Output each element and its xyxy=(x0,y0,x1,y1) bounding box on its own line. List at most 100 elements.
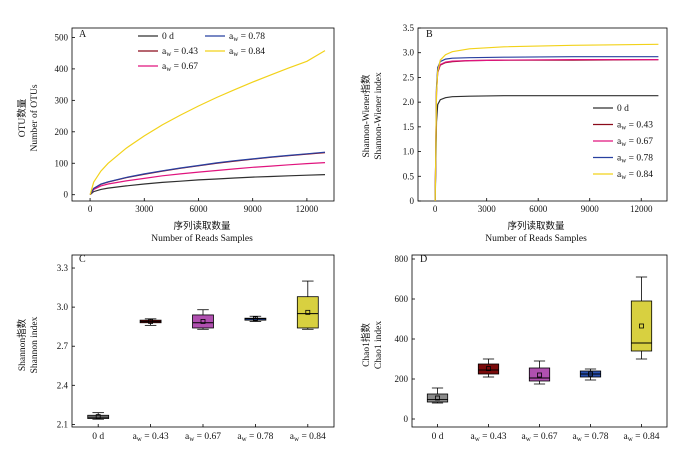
panel-c-category-label: aw = 0.67 xyxy=(185,432,221,443)
panel-b-series-line xyxy=(434,95,659,202)
panel-a-ytick-label: 500 xyxy=(55,32,69,42)
panel-b-ylabel-en: Shannon-Wiener index xyxy=(374,72,384,160)
panel-b-legend: 0 d aw = 0.43 aw = 0.67 aw = 0.78 aw = 0.84 xyxy=(593,104,653,181)
panel-a-ytick-label: 300 xyxy=(55,95,69,105)
panel-c-box xyxy=(192,314,214,329)
panel-b: B Shannon-Wiener指数 Shannon-Wiener index … xyxy=(360,23,668,244)
panel-d-category-label: aw = 0.43 xyxy=(470,432,506,443)
panel-b-xtick-label: 0 xyxy=(433,204,438,214)
panel-c-mean-marker xyxy=(148,319,154,324)
panel-a-legend-label: aw = 0.78 xyxy=(229,32,265,43)
panel-b-xtick-label: 3000 xyxy=(478,204,497,214)
panel-b-xtick-label: 9000 xyxy=(581,204,600,214)
panel-b-legend-label: aw = 0.67 xyxy=(617,137,653,148)
panel-c-ylabel-cn: Shannon指数 xyxy=(16,318,28,371)
panel-c-mean-marker xyxy=(252,316,258,322)
panel-c-ytick-label: 3.0 xyxy=(57,302,69,312)
panel-d-mean-marker xyxy=(588,371,593,377)
panel-a-series-line xyxy=(89,162,326,196)
panel-d-category-label: 0 d xyxy=(432,432,444,442)
panel-b-ytick-label: 1.5 xyxy=(403,122,415,132)
panel-a-frame xyxy=(71,27,335,202)
panel-c-category-label: aw = 0.43 xyxy=(133,432,169,443)
panel-d-box xyxy=(528,367,551,382)
panel-b-letter: B xyxy=(426,29,433,40)
panel-b-legend-label: aw = 0.43 xyxy=(617,121,653,132)
panel-c-frame xyxy=(71,254,335,428)
panel-a: A OTU数量 Number of OTUs 序列读取数量 Number of … xyxy=(16,27,335,244)
panel-d-ylabel-en: Chao1 index xyxy=(374,321,384,370)
panel-a-series-line xyxy=(89,151,326,195)
panel-d-ytick-label: 400 xyxy=(395,334,409,344)
panel-b-ylabel: Shannon-Wiener指数 Shannon-Wiener index xyxy=(360,72,384,160)
panel-b-legend-label: aw = 0.84 xyxy=(617,170,653,181)
panel-d-ylabel-cn: Chao1指数 xyxy=(360,323,372,367)
panel-a-legend: 0 d aw = 0.43 aw = 0.67 aw = 0.78 aw = 0.84 xyxy=(138,32,265,73)
panel-c-box xyxy=(296,296,319,329)
panel-d-box xyxy=(630,300,653,352)
panel-d-mean-marker xyxy=(537,372,542,378)
panel-a-ytick-label: 400 xyxy=(55,64,69,74)
panel-b-ytick-label: 1.0 xyxy=(403,147,415,157)
panel-a-ytick-label: 0 xyxy=(64,190,69,200)
panel-c-ytick-label: 3.3 xyxy=(57,263,69,273)
panel-a-series-line xyxy=(89,50,326,195)
panel-a-xtick-label: 12000 xyxy=(296,204,319,214)
panel-c: C Shannon指数 Shannon index 2.1 2.4 2.7 3.0 3.… xyxy=(16,254,335,443)
panel-d-letter: D xyxy=(420,254,427,265)
panel-d-category-label: aw = 0.84 xyxy=(623,432,659,443)
panel-d-mean-marker xyxy=(435,395,440,401)
panel-c-category-label: 0 d xyxy=(92,432,104,442)
panel-c-ytick-label: 2.1 xyxy=(57,419,68,429)
panel-a-series-line xyxy=(89,152,326,195)
panel-b-xlabel-cn: 序列读取数量 xyxy=(507,220,565,232)
panel-b-ylabel-cn: Shannon-Wiener指数 xyxy=(360,74,372,157)
panel-a-xtick-label: 6000 xyxy=(189,204,208,214)
panel-b-legend-label: aw = 0.78 xyxy=(617,154,653,165)
panel-d-category-label: aw = 0.78 xyxy=(572,432,608,443)
panel-a-legend-label: aw = 0.43 xyxy=(162,47,198,58)
panel-d-category-label: aw = 0.67 xyxy=(521,432,557,443)
panel-a-series-line xyxy=(89,174,326,196)
panel-d-ytick-label: 200 xyxy=(395,374,409,384)
panel-a-xtick-label: 0 xyxy=(88,204,93,214)
panel-c-ytick-label: 2.7 xyxy=(57,341,69,351)
panel-a-ytick-label: 200 xyxy=(55,127,69,137)
panel-b-frame xyxy=(417,27,668,202)
panel-c-ylabel: Shannon指数 Shannon index xyxy=(16,316,40,373)
panel-a-ylabel: OTU数量 Number of OTUs xyxy=(16,84,40,151)
panel-c-letter: C xyxy=(79,254,86,265)
panel-a-xtick-label: 3000 xyxy=(135,204,154,214)
panel-c-category-label: aw = 0.84 xyxy=(290,432,326,443)
panel-d: D Chao1指数 Chao1 index 0 200 400 600 800 0 d aw… xyxy=(360,254,668,443)
panel-d-box xyxy=(477,363,500,375)
panel-a-ytick-label: 100 xyxy=(55,158,69,168)
panel-d-ytick-label: 0 xyxy=(404,414,409,424)
panel-b-ytick-label: 2.5 xyxy=(403,72,415,82)
panel-b-legend-label: 0 d xyxy=(617,104,629,114)
panel-d-mean-marker xyxy=(486,366,491,372)
panel-a-ylabel-cn: OTU数量 xyxy=(16,98,28,137)
panel-c-ytick-label: 2.4 xyxy=(57,380,69,390)
panel-d-mean-marker xyxy=(639,323,644,329)
panel-b-series-line xyxy=(434,43,659,202)
panel-b-xlabel-en: Number of Reads Samples xyxy=(485,233,587,244)
panel-b-xtick-label: 6000 xyxy=(529,204,548,214)
panel-c-category-label: aw = 0.78 xyxy=(237,432,273,443)
panel-b-ytick-label: 3.0 xyxy=(403,48,415,58)
panel-d-frame xyxy=(411,254,668,428)
panel-a-ylabel-en: Number of OTUs xyxy=(29,84,40,151)
panel-a-xlabel-cn: 序列读取数量 xyxy=(173,220,231,232)
panel-c-mean-marker xyxy=(200,319,206,324)
panel-d-ytick-label: 600 xyxy=(395,294,409,304)
panel-c-ylabel-en: Shannon index xyxy=(30,316,40,373)
panel-a-legend-label: 0 d xyxy=(162,32,174,42)
panel-d-ylabel: Chao1指数 Chao1 index xyxy=(360,321,384,370)
panel-d-box xyxy=(426,393,449,403)
panel-b-xtick-label: 12000 xyxy=(630,204,653,214)
panel-b-ytick-label: 2.0 xyxy=(403,97,415,107)
panel-a-xlabel-en: Number of Reads Samples xyxy=(151,233,253,244)
panel-c-mean-marker xyxy=(95,414,101,419)
panel-a-letter: A xyxy=(79,29,87,40)
